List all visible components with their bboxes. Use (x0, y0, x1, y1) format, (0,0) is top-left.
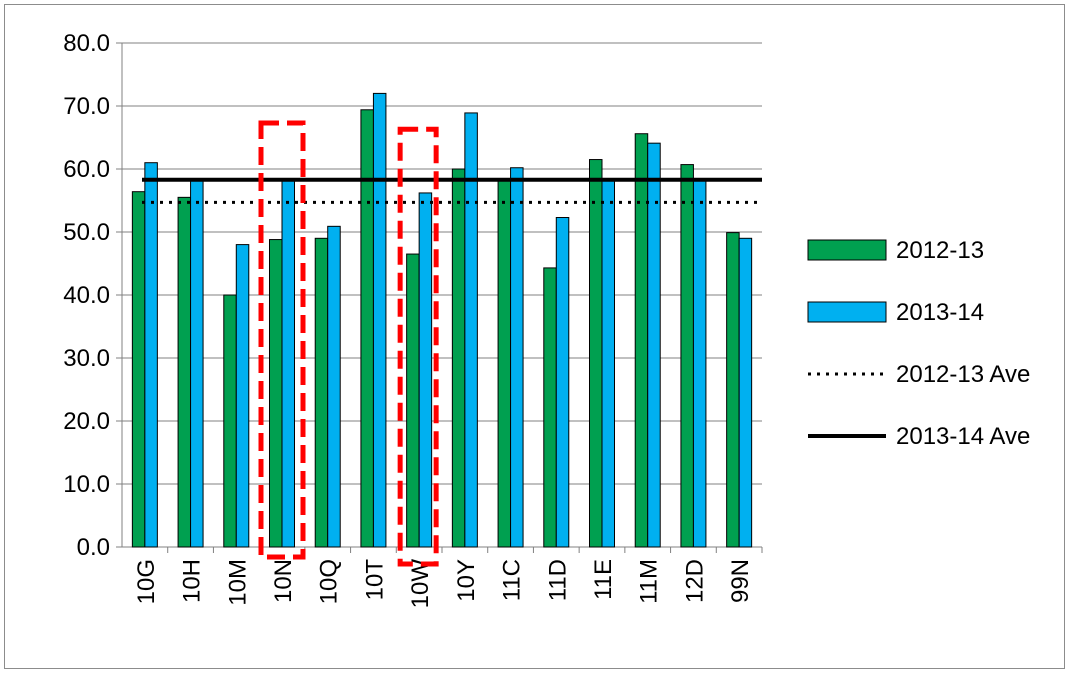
x-tick-label: 12D (681, 559, 708, 603)
bar-2012-13-10T (360, 109, 374, 548)
bar-2013-14-11D (555, 217, 570, 548)
legend-label: 2012-13 (896, 237, 984, 264)
bar-2013-14-10G (144, 162, 158, 548)
x-tick-label: 10T (361, 559, 388, 601)
bar-2012-13-10N (269, 239, 283, 548)
highlight-box-10W (397, 126, 439, 567)
bar-2012-13-11E (589, 159, 603, 548)
bar-2012-13-11C (497, 179, 512, 548)
legend-swatch-2012-13 (807, 239, 887, 261)
bar-2013-14-10M (235, 244, 250, 548)
bar-2012-13-10H (177, 196, 192, 548)
bar-2013-14-10Q (327, 225, 341, 548)
bar-2013-14-99N (738, 237, 753, 548)
y-tick-label: 10.0 (63, 471, 110, 498)
x-tick-label: 10Q (316, 559, 343, 604)
y-tick-label: 0.0 (77, 534, 110, 561)
x-tick-label: 10N (270, 559, 297, 603)
bar-2012-13-99N (726, 232, 740, 548)
bar-2012-13-10G (131, 191, 146, 548)
y-tick-label: 70.0 (63, 93, 110, 120)
bar-2013-14-11M (647, 142, 661, 548)
legend-label: 2013-14 Ave (896, 423, 1030, 450)
x-tick-label: 11C (499, 559, 526, 601)
bar-2013-14-11C (510, 167, 524, 548)
x-tick-label: 11E (590, 559, 617, 600)
bar-2013-14-12D (692, 179, 707, 548)
y-tick-label: 60.0 (63, 156, 110, 183)
legend-label: 2013-14 (896, 299, 984, 326)
bar-2013-14-10H (190, 179, 204, 548)
bar-2012-13-12D (680, 164, 694, 548)
x-tick-label: 10H (179, 559, 206, 603)
bar-2013-14-11E (601, 179, 615, 548)
bar-2012-13-10M (223, 294, 237, 548)
highlight-box-10N (258, 120, 306, 560)
bar-2013-14-10Y (464, 112, 478, 548)
x-tick-label: 11D (544, 559, 571, 601)
x-tick-label: 10Y (453, 559, 480, 602)
legend-label: 2012-13 Ave (896, 361, 1030, 388)
x-tick-label: 11M (636, 559, 663, 604)
bar-2013-14-10N (281, 179, 295, 548)
bar-2013-14-10T (372, 92, 387, 548)
legend-swatch-2013-14 (807, 301, 887, 323)
y-tick-label: 80.0 (63, 30, 110, 57)
bar-2012-13-11D (543, 267, 557, 548)
y-tick-label: 40.0 (63, 282, 110, 309)
bar-2012-13-10Q (314, 237, 329, 548)
bar-2012-13-10Y (451, 168, 466, 548)
bar-2012-13-10W (406, 253, 420, 548)
x-tick-label: 10M (224, 559, 251, 606)
bar-2013-14-10W (418, 192, 433, 548)
y-tick-label: 50.0 (63, 219, 110, 246)
x-tick-label: 10G (133, 559, 160, 604)
y-tick-label: 20.0 (63, 408, 110, 435)
x-tick-label: 10W (407, 559, 434, 609)
x-tick-label: 99N (727, 559, 754, 603)
y-tick-label: 30.0 (63, 345, 110, 372)
bar-2012-13-11M (634, 133, 649, 548)
